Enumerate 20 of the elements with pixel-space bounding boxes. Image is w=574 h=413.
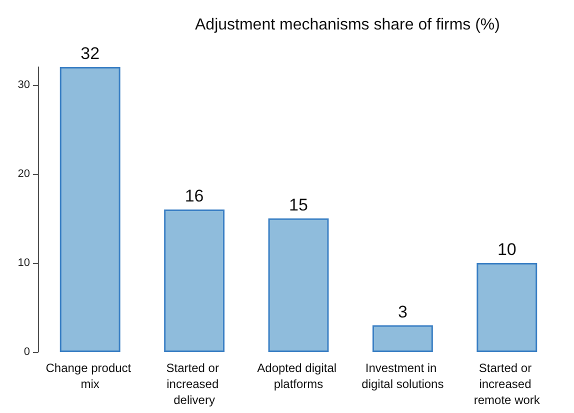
x-tick-label: Adopted digital platforms [257, 361, 340, 391]
bar [164, 210, 225, 352]
x-tick-label: Started or increased remote work [474, 361, 541, 407]
y-tick-label: 20 [18, 168, 30, 180]
chart-title: Adjustment mechanisms share of firms (%) [195, 16, 500, 34]
data-label: 16 [184, 186, 204, 206]
data-label: 10 [497, 240, 516, 259]
y-tick-label: 30 [18, 78, 30, 91]
bar [372, 325, 433, 352]
x-tick-label: Started or increased delivery [166, 361, 222, 407]
bar [268, 218, 329, 352]
bar [60, 67, 120, 352]
x-tick-label: Investment in digital solutions [362, 361, 444, 391]
y-tick-label: 10 [18, 256, 30, 269]
data-label: 3 [398, 302, 408, 322]
y-tick-label: 0 [24, 346, 30, 358]
bar [476, 262, 538, 352]
data-label: 15 [289, 195, 308, 214]
data-label: 32 [80, 44, 100, 63]
x-tick-label: Change product mix [46, 361, 134, 391]
